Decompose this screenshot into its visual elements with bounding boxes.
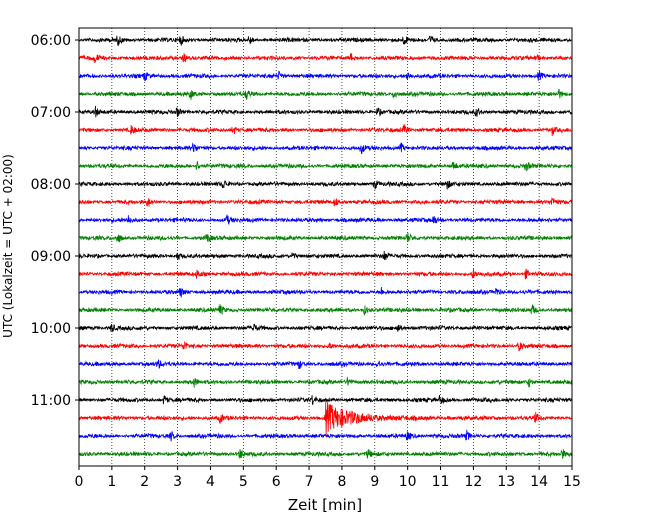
x-tick-label: 2 xyxy=(140,474,149,490)
trace-row-1015 xyxy=(78,340,573,352)
x-tick-label: 7 xyxy=(305,474,314,490)
trace-row-0815 xyxy=(78,197,573,207)
trace-rows xyxy=(78,35,573,460)
x-tick-label: 0 xyxy=(75,474,84,490)
trace-row-0600 xyxy=(78,35,572,47)
trace-row-0830 xyxy=(78,214,573,226)
y-tick-label: 10:00 xyxy=(31,321,71,337)
x-tick-label: 5 xyxy=(239,474,248,490)
y-axis-label: UTC (Lokalzeit = UTC + 02:00) xyxy=(1,154,15,338)
y-tick-label: 09:00 xyxy=(31,249,71,265)
trace-row-0630 xyxy=(78,70,573,82)
trace-row-0915 xyxy=(78,268,573,280)
y-tick-label: 07:00 xyxy=(31,105,71,121)
trace-row-1000 xyxy=(78,323,573,333)
trace-row-1145 xyxy=(78,449,573,460)
trace-row-0745 xyxy=(78,160,573,172)
x-tick-label: 3 xyxy=(173,474,182,490)
trace-row-0645 xyxy=(78,88,573,100)
trace-row-0615 xyxy=(78,52,572,64)
y-tick-label: 08:00 xyxy=(31,177,71,193)
trace-row-1030 xyxy=(78,359,573,369)
trace-row-0945 xyxy=(78,303,573,316)
trace-row-0700 xyxy=(78,105,573,118)
x-axis-label: Zeit [min] xyxy=(288,496,362,514)
x-tick-label: 15 xyxy=(563,474,581,490)
trace-row-0845 xyxy=(78,232,573,243)
y-tick-label: 06:00 xyxy=(31,33,71,49)
trace-row-1130 xyxy=(78,429,572,442)
x-tick-label: 1 xyxy=(107,474,116,490)
trace-row-1115 xyxy=(78,400,572,437)
grid-lines xyxy=(111,28,540,466)
trace-row-0730 xyxy=(78,142,573,154)
x-tick-label: 11 xyxy=(432,474,450,490)
trace-row-1045 xyxy=(78,376,573,388)
trace-row-0800 xyxy=(78,180,573,190)
x-tick-label: 9 xyxy=(370,474,379,490)
y-tick-label: 11:00 xyxy=(31,393,71,409)
x-tick-label: 8 xyxy=(337,474,346,490)
x-tick-label: 13 xyxy=(497,474,515,490)
plot-frame xyxy=(78,27,573,467)
x-axis-ticks: 0 1 2 3 4 5 6 7 8 9 10 11 12 13 14 15 xyxy=(75,466,581,490)
trace-row-0715 xyxy=(78,123,572,137)
x-tick-label: 14 xyxy=(530,474,548,490)
trace-row-0900 xyxy=(78,250,573,261)
x-tick-label: 4 xyxy=(206,474,215,490)
x-tick-label: 10 xyxy=(399,474,417,490)
x-tick-label: 6 xyxy=(272,474,281,490)
trace-row-1100 xyxy=(78,394,573,406)
y-axis-ticks: 06:00 07:00 08:00 09:00 10:00 11:00 xyxy=(31,33,79,409)
trace-row-0930 xyxy=(78,287,573,298)
x-tick-label: 12 xyxy=(464,474,482,490)
